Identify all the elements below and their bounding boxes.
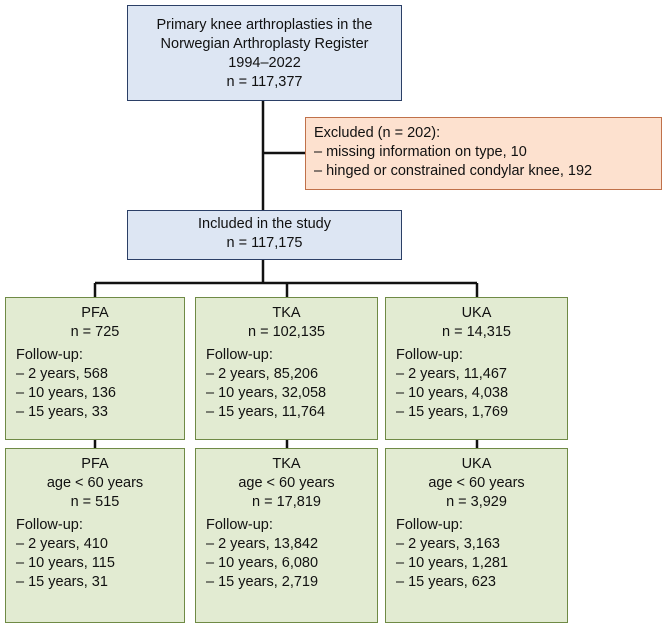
text-line: – 2 years, 11,467	[396, 366, 507, 382]
text-line: n = 17,819	[252, 494, 321, 510]
text-line: – hinged or constrained condylar knee, 1…	[314, 163, 593, 179]
text-line: – 10 years, 115	[16, 555, 115, 571]
text-line: n = 725	[70, 324, 120, 340]
text-line: – 2 years, 410	[16, 536, 108, 552]
top-box: Primary knee arthroplasties in the Norweg…	[127, 5, 402, 101]
group-box: PFA n = 725 Follow-up: – 2 years, 568 – 10 y…	[5, 297, 185, 440]
subgroup-box: PFA age < 60 years n = 515 Follow-up: – 2 ye…	[5, 448, 185, 623]
text-line: n = 515	[70, 494, 120, 510]
text-line: – 10 years, 136	[16, 385, 116, 401]
text-line: – 2 years, 3,163	[396, 536, 500, 552]
subgroup-box: TKA age < 60 years n = 17,819 Follow-up: – 2…	[195, 448, 378, 623]
text-line: n = 102,135	[247, 324, 325, 340]
text-line: n = 14,315	[442, 324, 511, 340]
text-line: – 2 years, 85,206	[206, 366, 319, 382]
text-line: – 15 years, 2,719	[206, 574, 319, 590]
text-line: – 15 years, 623	[396, 574, 496, 590]
text-line: 1994–2022	[228, 55, 301, 71]
text-line: – 2 years, 13,842	[206, 536, 319, 552]
text-line: UKA	[461, 456, 492, 472]
text-line: Norwegian Arthroplasty Register	[160, 36, 369, 52]
text-line: PFA	[81, 305, 109, 321]
text-line: – 10 years, 32,058	[206, 385, 327, 401]
text-line: Follow-up:	[206, 517, 273, 533]
text-line: Primary knee arthroplasties in the	[156, 17, 373, 33]
text-line: age < 60 years	[428, 475, 525, 491]
text-line: – 10 years, 1,281	[396, 555, 509, 571]
text-line: Follow-up:	[396, 347, 463, 363]
text-line: – 10 years, 6,080	[206, 555, 319, 571]
text-line: – 15 years, 31	[16, 574, 108, 590]
text-line: – missing information on type, 10	[314, 144, 527, 160]
text-line: – 2 years, 568	[16, 366, 108, 382]
text-line: n = 3,929	[446, 494, 507, 510]
text-line: PFA	[81, 456, 109, 472]
text-line: – 15 years, 11,764	[206, 404, 326, 420]
included-box: Included in the study n = 117,175	[127, 210, 402, 260]
text-line: – 15 years, 33	[16, 404, 108, 420]
text-line: Follow-up:	[16, 347, 83, 363]
text-line: TKA	[272, 456, 301, 472]
text-line: age < 60 years	[238, 475, 335, 491]
text-line: UKA	[461, 305, 492, 321]
text-line: Included in the study	[197, 216, 331, 232]
text-line: TKA	[272, 305, 301, 321]
text-line: Follow-up:	[16, 517, 83, 533]
text-line: n = 117,377	[226, 74, 303, 90]
group-box: TKA n = 102,135 Follow-up: – 2 years, 85,20…	[195, 297, 378, 440]
text-line: Excluded (n = 202):	[314, 125, 441, 141]
group-box: UKA n = 14,315 Follow-up: – 2 years, 11,467…	[385, 297, 568, 440]
text-line: Follow-up:	[396, 517, 463, 533]
text-line: – 10 years, 4,038	[396, 385, 509, 401]
subgroup-box: UKA age < 60 years n = 3,929 Follow-up: – 2 …	[385, 448, 568, 623]
text-line: Follow-up:	[206, 347, 273, 363]
text-line: age < 60 years	[46, 475, 144, 491]
text-line: n = 117,175	[226, 235, 303, 251]
excluded-box: Excluded (n = 202): – missing information…	[305, 117, 662, 190]
text-line: – 15 years, 1,769	[396, 404, 509, 420]
